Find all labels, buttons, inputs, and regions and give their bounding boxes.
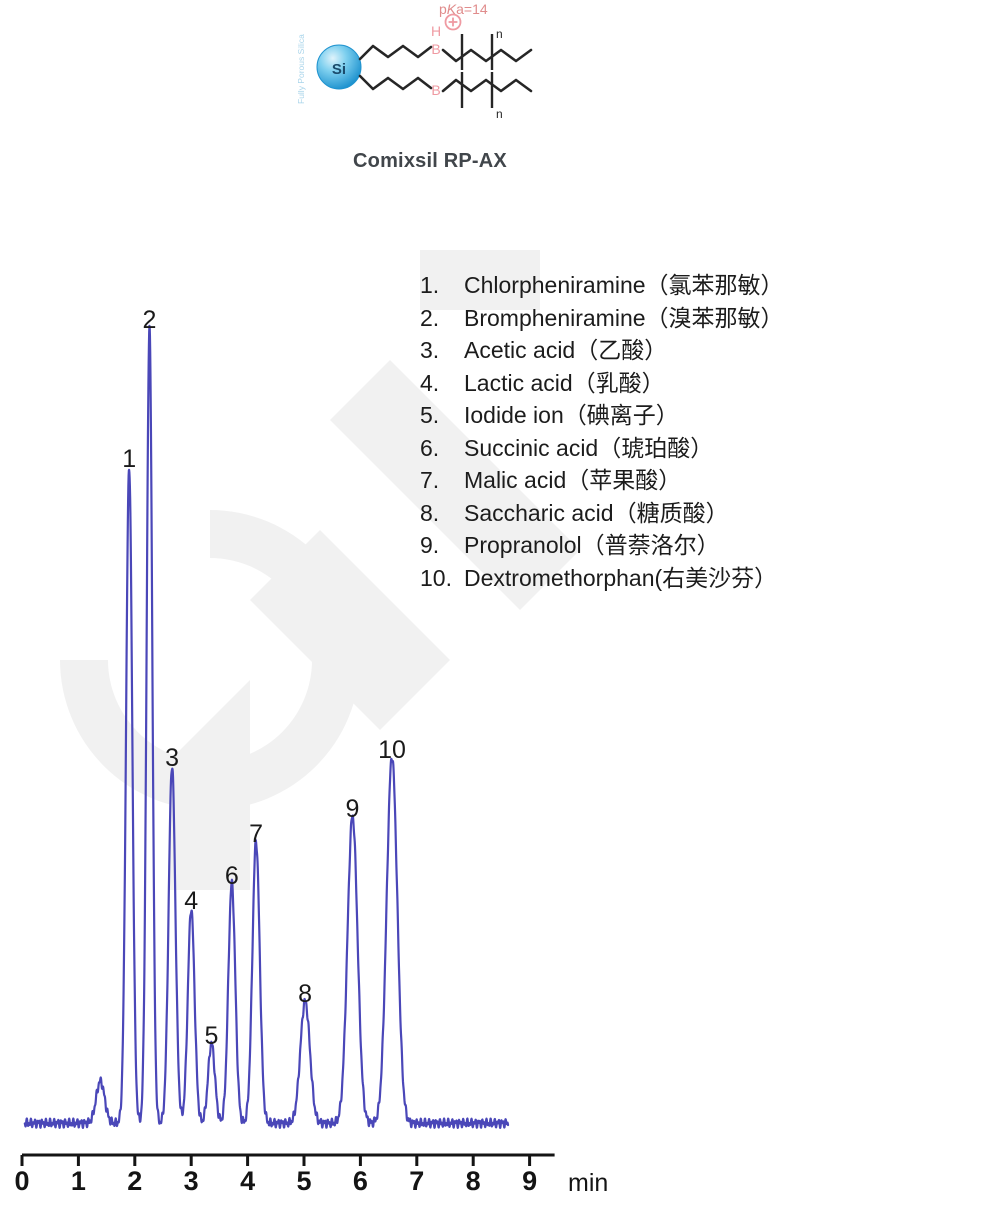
pka-label: pKa=14 — [439, 4, 488, 17]
legend-item-number: 5. — [420, 402, 440, 428]
peak-label-9: 9 — [345, 794, 360, 823]
x-tick-label-6: 6 — [352, 1166, 368, 1196]
legend-item: 10. Dextromethorphan(右美沙芬） — [420, 559, 890, 592]
comixsil-molecule-diagram: Fully Porous Silica Si H B B n n pKa=14 — [296, 4, 533, 121]
legend-item: 3. Acetic acid（乙酸） — [420, 331, 890, 364]
x-axis-line — [20, 1153, 555, 1166]
legend-item-number: 8. — [420, 499, 440, 526]
legend-item: 5. Iodide ion（碘离子） — [420, 396, 890, 429]
legend-item-number: 4. — [420, 369, 440, 396]
silica-bead-label: Si — [332, 61, 346, 78]
legend-item-label: Acetic acid（乙酸） — [464, 337, 668, 363]
legend-item: 6. Succinic acid（琥珀酸） — [420, 429, 890, 462]
legend-item-number: 1. — [420, 272, 440, 298]
legend-item: 1. Chlorpheniramine（氯苯那敏） — [420, 266, 890, 299]
atom-b-bottom-label: B — [431, 82, 440, 98]
peak-label-1: 1 — [122, 445, 137, 474]
silica-bead-icon — [316, 44, 362, 90]
x-tick-label-1: 1 — [70, 1166, 86, 1196]
peak-label-7: 7 — [249, 819, 263, 848]
atom-h-label: H — [431, 23, 441, 39]
fully-porous-silica-label: Fully Porous Silica — [296, 34, 306, 104]
legend-item-number: 6. — [420, 434, 440, 461]
x-tick-label-2: 2 — [127, 1166, 143, 1196]
legend-item-number: 2. — [420, 304, 440, 331]
peak-label-8: 8 — [298, 979, 313, 1008]
peak-label-3: 3 — [165, 744, 179, 773]
legend-item-label: Brompheniramine（溴苯那敏） — [464, 304, 784, 331]
legend-item-number: 9. — [420, 532, 440, 558]
trace-polyline — [23, 324, 510, 1129]
x-tick-label-5: 5 — [296, 1166, 312, 1196]
legend-item-label: Iodide ion（碘离子） — [464, 402, 679, 428]
peak-label-10: 10 — [378, 735, 406, 764]
legend-item: 4. Lactic acid（乳酸） — [420, 364, 890, 397]
legend-item-number: 7. — [420, 467, 440, 493]
peak-label-4: 4 — [184, 887, 199, 916]
legend-item-label: Lactic acid（乳酸） — [464, 369, 665, 396]
legend-item-label: Dextromethorphan(右美沙芬） — [464, 564, 778, 591]
peak-label-5: 5 — [204, 1022, 219, 1050]
atom-b-top-label: B — [431, 41, 440, 57]
legend-item-number: 10. — [420, 564, 452, 591]
x-tick-label-4: 4 — [240, 1166, 256, 1196]
legend-item-number: 3. — [420, 337, 440, 363]
bottom-repeat-chain-bond — [441, 78, 533, 93]
legend-item-label: Succinic acid（琥珀酸） — [464, 434, 714, 461]
upper-chain-bond — [358, 44, 433, 61]
legend-item: 7. Malic acid（苹果酸） — [420, 461, 890, 494]
top-repeat-chain-bond — [441, 48, 533, 63]
peak-label-6: 6 — [224, 862, 239, 891]
x-tick-label-9: 9 — [522, 1166, 538, 1196]
legend-item-label: Saccharic acid（糖质酸） — [464, 499, 729, 526]
comixsil-logo-panel: Fully Porous Silica Si H B B n n pKa=14 … — [290, 4, 570, 184]
legend-item-label: Propranolol（普萘洛尔） — [464, 532, 720, 558]
comixsil-title: Comixsil RP-AX — [353, 150, 507, 172]
x-axis: 0 1 2 3 4 5 6 7 8 9 min — [0, 1145, 660, 1210]
lower-chain-bond — [358, 74, 433, 91]
legend-item-label: Chlorpheniramine（氯苯那敏） — [464, 272, 784, 298]
positive-charge-icon — [444, 13, 462, 31]
repeat-n-bottom-label: n — [496, 107, 503, 121]
legend-item: 9. Propranolol（普萘洛尔） — [420, 526, 890, 559]
x-axis-unit-label: min — [568, 1169, 609, 1197]
x-tick-label-3: 3 — [183, 1166, 199, 1196]
legend-item-label: Malic acid（苹果酸） — [464, 467, 682, 493]
x-tick-label-7: 7 — [409, 1166, 425, 1196]
chromatogram-trace — [23, 324, 510, 1129]
x-tick-label-8: 8 — [465, 1166, 481, 1196]
x-tick-label-0: 0 — [14, 1166, 30, 1196]
compound-legend: 1. Chlorpheniramine（氯苯那敏） 2. Bromphenira… — [420, 266, 890, 591]
peak-label-2: 2 — [142, 306, 157, 335]
legend-item: 8. Saccharic acid（糖质酸） — [420, 494, 890, 527]
repeat-n-top-label: n — [496, 27, 503, 41]
legend-item: 2. Brompheniramine（溴苯那敏） — [420, 299, 890, 332]
